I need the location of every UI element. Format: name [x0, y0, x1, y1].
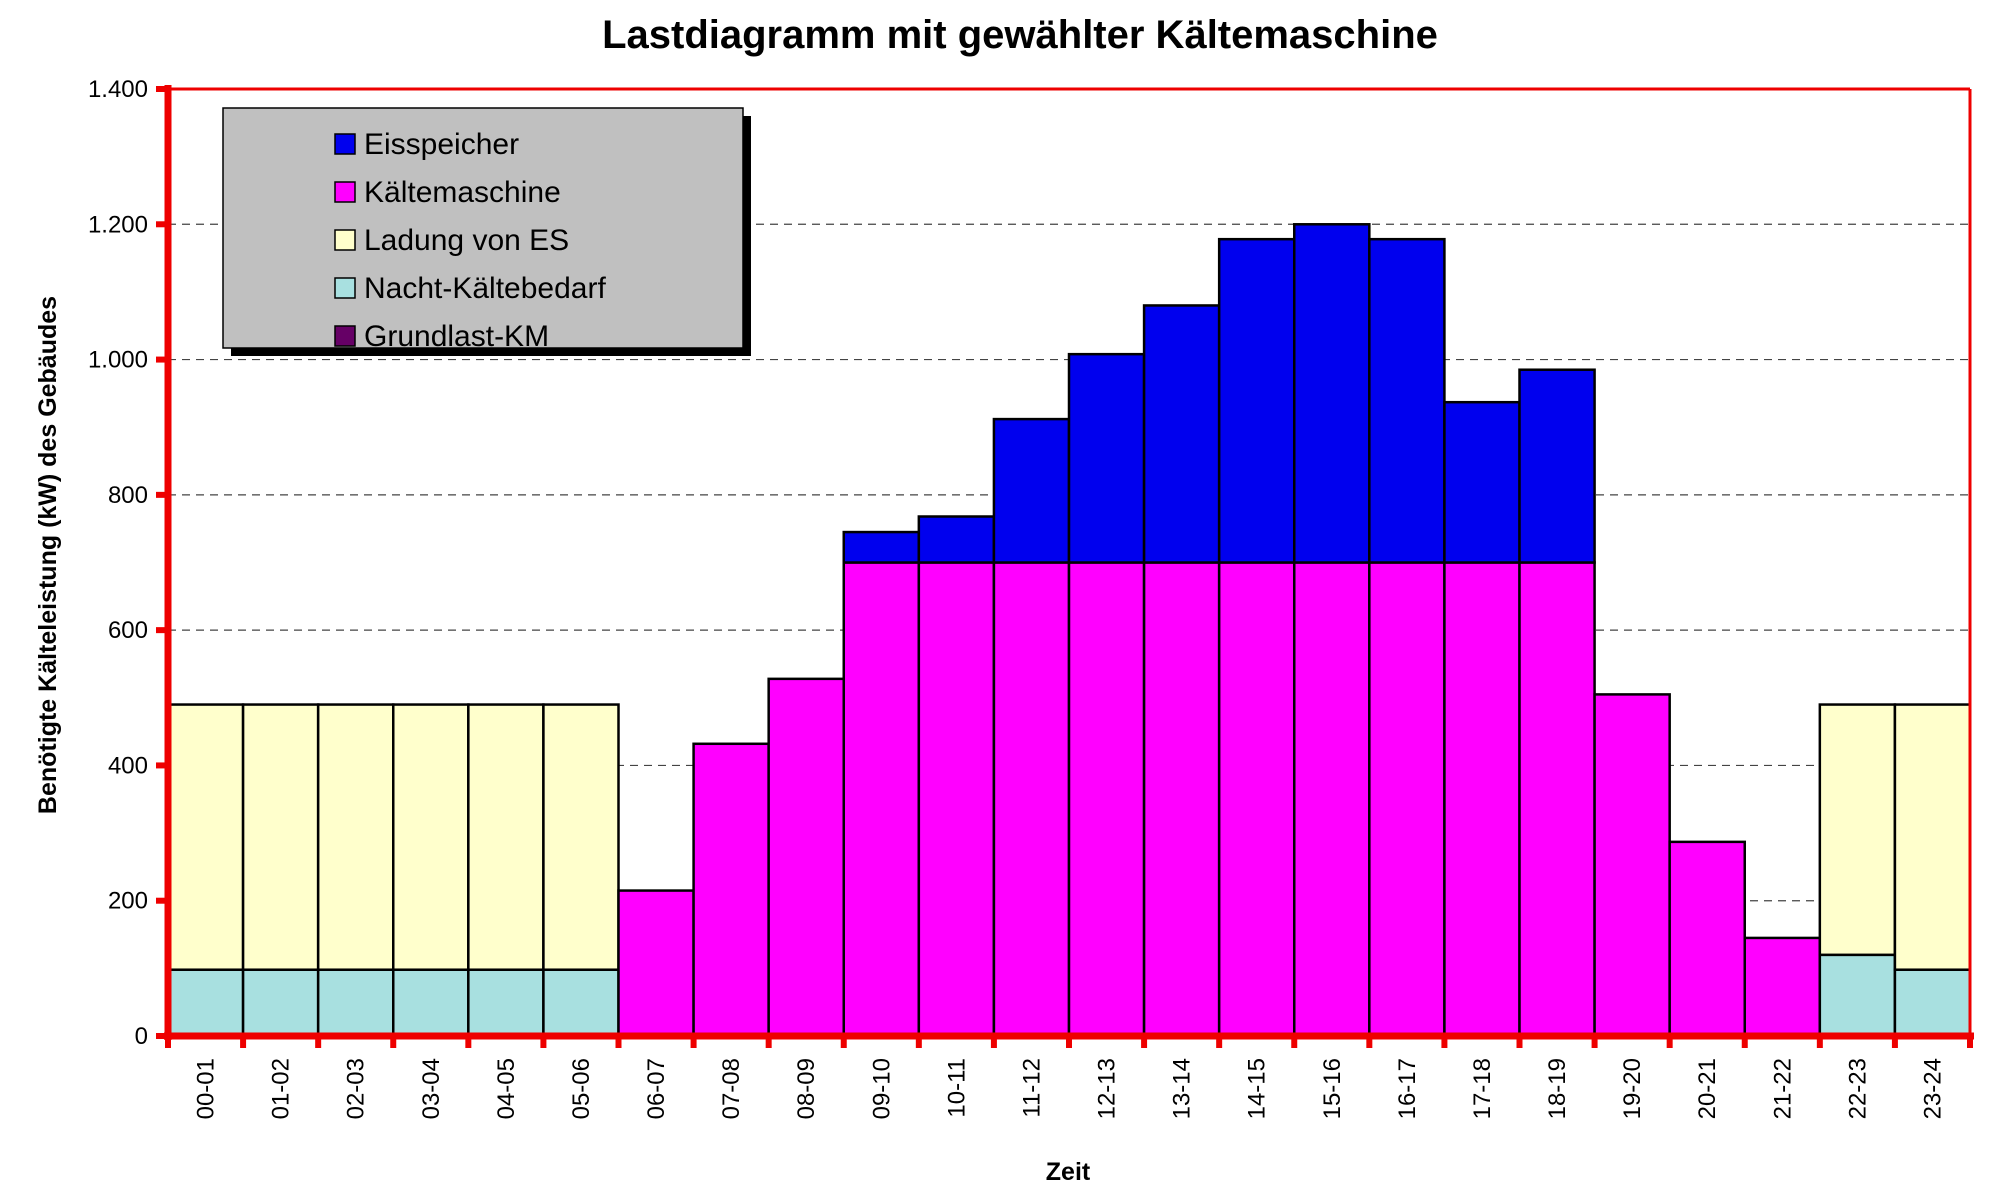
- bar-12-13-series-4: [1067, 352, 1146, 564]
- bar-01-02-series-2: [241, 703, 320, 971]
- bar-22-23-series-1: [1818, 953, 1897, 1038]
- bar-11-12-series-3: [992, 561, 1071, 1038]
- bar-05-06-series-2: [542, 703, 620, 971]
- bar-10-11-series-4: [917, 515, 996, 564]
- x-tick-label-04-05: 04-05: [493, 1058, 520, 1119]
- bar-20-21-series-3: [1668, 840, 1746, 1038]
- x-tick-label-01-02: 01-02: [268, 1058, 295, 1119]
- bar-04-05-series-1: [467, 968, 545, 1038]
- bar-11-12-series-4: [992, 417, 1071, 564]
- y-tick-label-400: 400: [108, 752, 148, 779]
- x-tick-label-07-08: 07-08: [718, 1058, 745, 1119]
- y-tick-labels: 0 200 400 600 800 1.000 1.200 1.400: [88, 76, 148, 1050]
- bar-07-08-series-3: [692, 742, 770, 1038]
- bar-18-19-series-4: [1518, 368, 1596, 564]
- legend-label-0: Eisspeicher: [364, 128, 519, 161]
- x-tick-label-02-03: 02-03: [343, 1058, 370, 1119]
- x-tick-label-05-06: 05-06: [568, 1058, 595, 1119]
- x-tick-label-09-10: 09-10: [868, 1058, 895, 1119]
- bar-09-10-series-3: [842, 561, 921, 1038]
- y-tick-label-600: 600: [108, 617, 148, 644]
- y-tick-label-800: 800: [108, 482, 148, 509]
- bar-17-18-series-4: [1443, 400, 1521, 564]
- x-tick-label-10-11: 10-11: [943, 1058, 970, 1118]
- x-tick-label-19-20: 19-20: [1619, 1058, 1646, 1119]
- x-tick-label-11-12: 11-12: [1018, 1058, 1045, 1118]
- bar-08-09-series-3: [767, 677, 846, 1038]
- legend-box: [222, 107, 744, 349]
- bar-14-15-series-4: [1217, 237, 1296, 564]
- legend-swatch-2: [334, 229, 356, 251]
- bar-02-03-series-2: [316, 703, 395, 971]
- y-tick-label-200: 200: [108, 888, 148, 915]
- bar-13-14-series-3: [1142, 561, 1221, 1038]
- x-tick-label-20-21: 20-21: [1694, 1058, 1721, 1119]
- x-tick-label-08-09: 08-09: [793, 1058, 820, 1119]
- bar-23-24-series-2: [1893, 703, 1972, 971]
- legend-swatch-0: [334, 133, 356, 155]
- x-tick-label-00-01: 00-01: [193, 1058, 220, 1119]
- x-axis-title: Zeit: [1046, 1158, 1091, 1183]
- legend-label-1: Kältemaschine: [364, 176, 561, 209]
- y-tick-label-0: 0: [135, 1023, 148, 1050]
- x-tick-label-14-15: 14-15: [1244, 1058, 1271, 1119]
- bar-19-20-series-3: [1593, 693, 1671, 1038]
- bar-13-14-series-4: [1142, 304, 1221, 564]
- legend-label-2: Ladung von ES: [364, 224, 569, 257]
- x-tick-label-21-22: 21-22: [1769, 1058, 1796, 1119]
- bar-22-23-series-2: [1818, 703, 1897, 957]
- x-tick-label-03-04: 03-04: [418, 1058, 445, 1119]
- chart-title: Lastdiagramm mit gewählter Kältemaschine: [602, 13, 1438, 57]
- bar-01-02-series-1: [241, 968, 320, 1038]
- x-tick-label-16-17: 16-17: [1394, 1058, 1421, 1119]
- bar-04-05-series-2: [467, 703, 545, 971]
- bar-10-11-series-3: [917, 561, 996, 1038]
- bar-16-17-series-3: [1368, 561, 1446, 1038]
- legend-label-4: Grundlast-KM: [364, 320, 549, 353]
- y-axis-title: Benötigte Kälteleistung (kW) des Gebäude…: [34, 296, 62, 814]
- bar-00-01-series-2: [166, 703, 245, 971]
- bar-00-01-series-1: [166, 968, 245, 1038]
- bar-06-07-series-3: [617, 889, 695, 1038]
- legend-label-3: Nacht-Kältebedarf: [364, 272, 606, 305]
- bar-23-24-series-1: [1893, 968, 1972, 1038]
- y-tick-label-1200: 1.200: [88, 211, 148, 238]
- bar-03-04-series-2: [392, 703, 470, 971]
- legend-swatch-1: [334, 181, 356, 203]
- bar-12-13-series-3: [1067, 561, 1146, 1038]
- y-tick-label-1000: 1.000: [88, 347, 148, 374]
- bar-18-19-series-3: [1518, 561, 1596, 1038]
- legend-swatch-4: [334, 325, 356, 347]
- x-tick-label-12-13: 12-13: [1094, 1058, 1121, 1119]
- x-tick-labels: 00-01 01-02 02-03 03-04 04-05 05-06 06-07 07-08…: [193, 1058, 1947, 1119]
- x-tick-label-13-14: 13-14: [1169, 1058, 1196, 1119]
- legend: Eisspeicher Kältemaschine Ladung von ES Nac…: [222, 107, 751, 356]
- x-tick-label-15-16: 15-16: [1319, 1058, 1346, 1119]
- bar-21-22-series-3: [1743, 936, 1822, 1038]
- bar-15-16-series-3: [1293, 561, 1371, 1038]
- x-tick-label-17-18: 17-18: [1469, 1058, 1496, 1119]
- x-tick-label-18-19: 18-19: [1544, 1058, 1571, 1119]
- bars: [166, 223, 1972, 1038]
- bar-02-03-series-1: [316, 968, 395, 1038]
- bar-05-06-series-1: [542, 968, 620, 1038]
- y-tick-label-1400: 1.400: [88, 76, 148, 103]
- bar-03-04-series-1: [392, 968, 470, 1038]
- legend-swatch-3: [334, 277, 356, 299]
- bar-17-18-series-3: [1443, 561, 1521, 1038]
- x-tick-label-06-07: 06-07: [643, 1058, 670, 1119]
- axes: [156, 85, 1974, 1048]
- bar-15-16-series-4: [1293, 223, 1371, 564]
- bar-16-17-series-4: [1368, 237, 1446, 564]
- x-tick-label-23-24: 23-24: [1919, 1058, 1946, 1119]
- bar-09-10-series-4: [842, 530, 921, 564]
- x-tick-label-22-23: 22-23: [1844, 1058, 1871, 1119]
- bar-14-15-series-3: [1217, 561, 1296, 1038]
